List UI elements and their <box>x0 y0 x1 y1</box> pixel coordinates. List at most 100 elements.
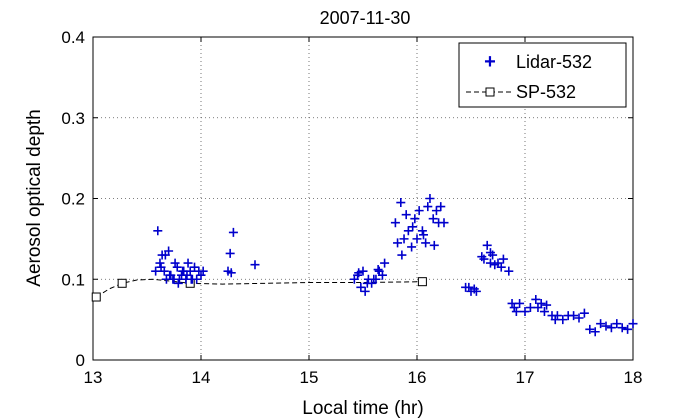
x-tick-label: 14 <box>192 368 211 387</box>
lidar-532-point <box>429 240 439 250</box>
lidar-532-point <box>464 282 474 292</box>
lidar-532-point <box>421 238 431 248</box>
lidar-532-point <box>169 274 179 284</box>
lidar-532-point <box>498 254 508 264</box>
lidar-532-point <box>617 323 627 333</box>
lidar-532-point <box>431 206 441 216</box>
lidar-532-point <box>151 266 161 276</box>
lidar-532-point <box>471 286 481 296</box>
lidar-532-point <box>539 307 549 317</box>
lidar-532-point <box>569 311 579 321</box>
lidar-532-point <box>509 303 519 313</box>
y-tick-label: 0.1 <box>61 270 85 289</box>
lidar-532-point <box>485 258 495 268</box>
lidar-532-point <box>628 319 638 329</box>
lidar-532-point <box>511 307 521 317</box>
y-tick-label: 0.2 <box>61 190 85 209</box>
sp-532-point <box>117 278 127 288</box>
lidar-532-point <box>380 258 390 268</box>
lidar-532-point <box>362 278 372 288</box>
lidar-532-point <box>606 323 616 333</box>
lidar-532-point <box>542 300 552 310</box>
lidar-532-point <box>536 298 546 308</box>
lidar-532-point <box>190 262 200 272</box>
lidar-532-point <box>354 268 364 278</box>
lidar-532-point <box>160 250 170 260</box>
lidar-532-point <box>601 321 611 331</box>
lidar-532-point <box>623 324 633 334</box>
y-tick-label: 0.3 <box>61 109 85 128</box>
lidar-532-point <box>397 250 407 260</box>
legend: + Lidar-532 SP-532 <box>458 42 627 108</box>
lidar-532-point <box>228 227 238 237</box>
lidar-532-point <box>479 254 489 264</box>
lidar-532-point <box>436 202 446 212</box>
lidar-532-point <box>198 266 208 276</box>
lidar-532-point <box>414 206 424 216</box>
lidar-532-point <box>393 238 403 248</box>
sp-532-point <box>417 277 427 287</box>
lidar-532-point <box>525 303 535 313</box>
lidar-532-point <box>407 242 417 252</box>
lidar-532-point <box>186 274 196 284</box>
lidar-532-point <box>485 248 495 258</box>
lidar-532-point <box>585 324 595 334</box>
sp-532-point <box>91 292 101 302</box>
lidar-532-point <box>373 265 383 275</box>
lidar-532-point <box>612 319 622 329</box>
lidar-532-point <box>425 194 435 203</box>
x-axis: 13 14 15 16 17 18 <box>84 37 643 387</box>
lidar-532-point <box>360 286 370 296</box>
lidar-532-point <box>153 226 163 236</box>
lidar-532-point <box>371 274 381 284</box>
y-tick-label: 0.4 <box>61 28 85 47</box>
lidar-532-point <box>550 315 560 325</box>
lidar-532-point <box>172 262 182 272</box>
lidar-532-point <box>225 248 235 258</box>
x-tick-label: 15 <box>300 368 319 387</box>
lidar-532-point <box>377 270 387 280</box>
lidar-532-point <box>412 234 422 244</box>
lidar-532-point <box>356 282 366 292</box>
x-tick-label: 16 <box>408 368 427 387</box>
x-axis-label: Local time (hr) <box>302 398 423 419</box>
lidar-532-point <box>250 260 260 270</box>
lidar-532-point <box>183 258 193 268</box>
lidar-532-point <box>515 298 525 308</box>
lidar-532-point <box>173 278 183 288</box>
series-sp-532 <box>91 277 427 302</box>
y-tick-label: 0 <box>76 351 85 370</box>
x-tick-label: 18 <box>624 368 643 387</box>
lidar-532-point <box>439 218 449 228</box>
lidar-532-point <box>178 266 188 276</box>
lidar-532-point <box>165 270 175 280</box>
lidar-532-point <box>574 313 584 323</box>
lidar-532-point <box>531 294 541 304</box>
lidar-532-point <box>579 308 589 318</box>
lidar-532-point <box>558 315 568 325</box>
lidar-532-point <box>496 262 506 272</box>
lidar-532-point <box>358 266 368 276</box>
lidar-532-point <box>403 226 413 236</box>
lidar-532-point <box>482 240 492 250</box>
lidar-532-point <box>428 214 438 224</box>
lidar-532-point <box>155 258 165 268</box>
lidar-532-point <box>226 268 236 278</box>
y-axis: 0 0.1 0.2 0.3 0.4 <box>61 28 633 370</box>
lidar-532-point <box>408 222 418 232</box>
lidar-532-point <box>396 198 406 208</box>
lidar-532-point <box>552 311 562 321</box>
lidar-532-point <box>418 230 428 240</box>
x-tick-label: 13 <box>84 368 103 387</box>
lidar-532-point <box>156 262 166 272</box>
lidar-532-point <box>182 270 192 280</box>
lidar-532-point <box>390 218 400 228</box>
lidar-532-point <box>507 298 517 308</box>
lidar-532-point <box>423 202 433 212</box>
chart-title: 2007-11-30 <box>320 8 411 28</box>
lidar-532-point <box>401 210 411 220</box>
lidar-532-point <box>399 234 409 244</box>
lidar-532-point <box>170 258 180 268</box>
y-axis-label: Aerosol optical depth <box>24 109 45 286</box>
